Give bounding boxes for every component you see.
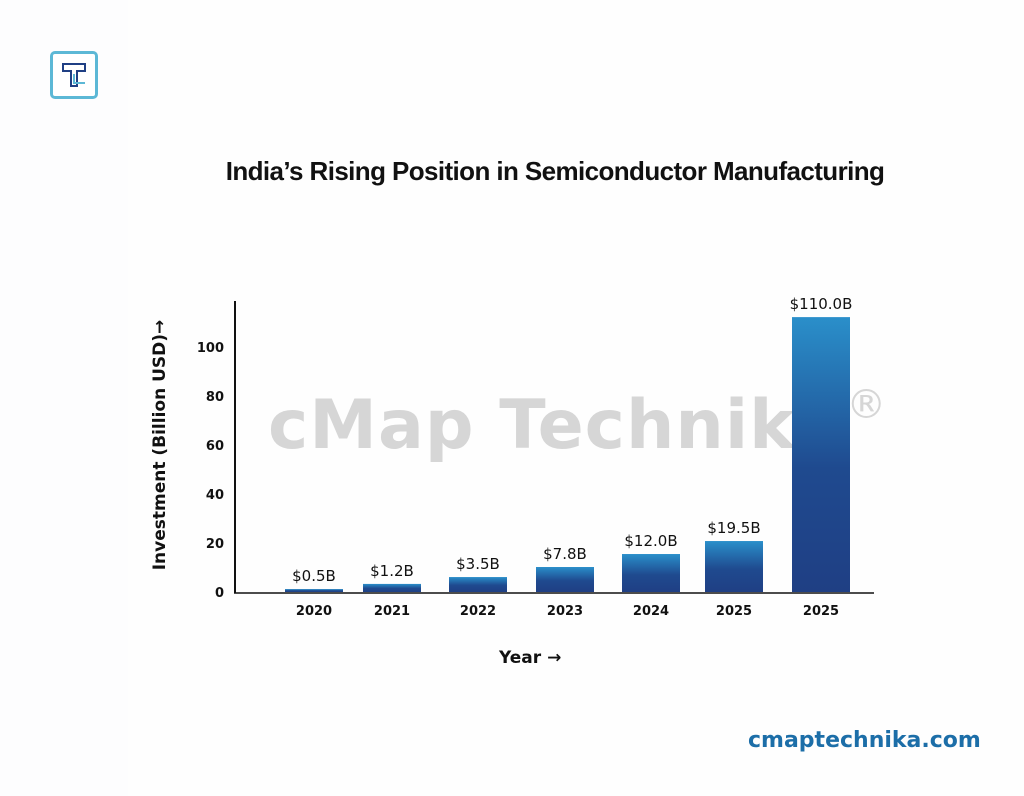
y-tick-label: 60: [206, 439, 224, 454]
x-tick-label: 2020: [296, 604, 332, 619]
y-tick-labels-group: 0 20 40 60 80 100: [197, 341, 224, 601]
x-tick-label: 2022: [460, 604, 496, 619]
data-labels-group: $0.5B $1.2B $3.5B $7.8B $12.0B $19.5B $110.0B: [292, 295, 852, 585]
background-panel: [128, 0, 1024, 796]
watermark: cMap Technika ®: [268, 382, 887, 465]
y-axis-title-text: Investment (Billion USD): [150, 333, 170, 571]
data-label: $0.5B: [292, 567, 336, 585]
x-tick-label: 2025: [716, 604, 752, 619]
bar-2020-0: [285, 589, 343, 592]
arrow-right-icon: →: [547, 648, 562, 668]
y-tick-label: 20: [206, 537, 224, 552]
x-tick-label: 2021: [374, 604, 410, 619]
bar-2025-5: [705, 541, 763, 592]
x-tick-labels-group: 2020 2021 2022 2023 2024 2025 2025: [296, 604, 839, 619]
watermark-text: cMap Technika: [268, 386, 843, 465]
data-label: $1.2B: [370, 562, 414, 580]
x-axis-title-text: Year: [499, 648, 542, 668]
bar-2025-6: [792, 317, 850, 592]
y-tick-label: 40: [206, 488, 224, 503]
website-link[interactable]: cmaptechnika.com: [748, 728, 981, 753]
chart-title: India’s Rising Position in Semiconductor…: [225, 156, 885, 186]
y-tick-label: 0: [215, 586, 224, 601]
x-tick-label: 2025: [803, 604, 839, 619]
data-label: $7.8B: [543, 545, 587, 563]
y-tick-label: 100: [197, 341, 224, 356]
registered-mark: ®: [846, 382, 888, 428]
t-logo-icon: [62, 63, 86, 87]
bar-2022-2: [449, 577, 507, 592]
y-axis-title: Investment (Billion USD)→: [150, 320, 170, 571]
x-axis-title: Year →: [499, 648, 561, 668]
arrow-up-icon: →: [150, 319, 170, 334]
brand-logo: [50, 51, 98, 99]
bar-2023-3: [536, 567, 594, 592]
y-tick-label: 80: [206, 390, 224, 405]
data-label: $3.5B: [456, 555, 500, 573]
bar-2024-4: [622, 554, 680, 592]
data-label: $19.5B: [707, 519, 760, 537]
data-label: $12.0B: [624, 532, 677, 550]
x-tick-label: 2023: [547, 604, 583, 619]
x-tick-label: 2024: [633, 604, 669, 619]
data-label: $110.0B: [790, 295, 853, 313]
bar-2021-1: [363, 583, 421, 592]
bars-group: [285, 317, 850, 592]
